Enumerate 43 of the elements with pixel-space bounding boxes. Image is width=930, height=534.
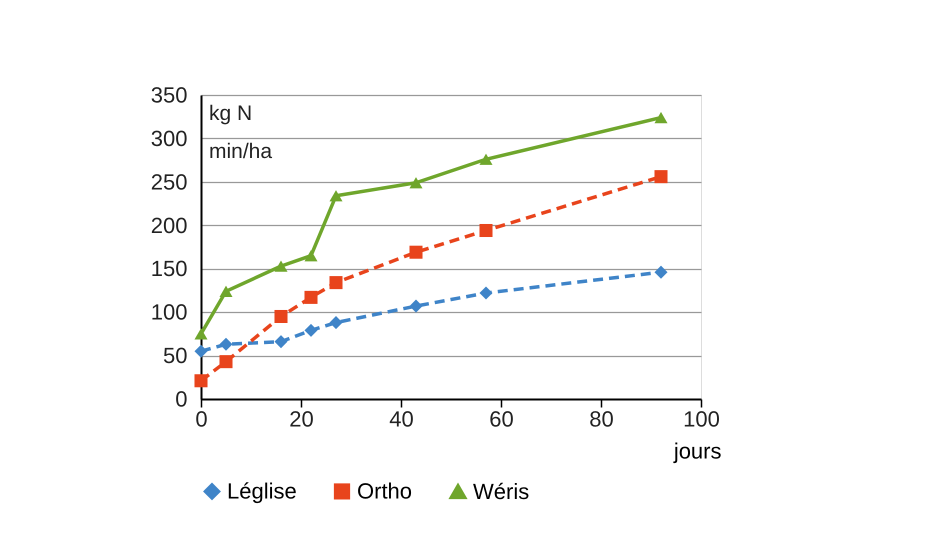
point bbox=[194, 328, 208, 340]
point bbox=[219, 286, 233, 297]
y-tick-label: 0 bbox=[175, 386, 188, 412]
x-axis-title: jours bbox=[672, 438, 722, 464]
x-tick-label: 0 bbox=[195, 406, 208, 432]
x-tick-label: 100 bbox=[683, 406, 720, 432]
point bbox=[329, 276, 343, 290]
x-tick-label: 20 bbox=[289, 406, 314, 432]
point bbox=[654, 112, 668, 124]
point bbox=[194, 374, 208, 388]
y-tick-label: 300 bbox=[150, 126, 188, 151]
point bbox=[304, 290, 318, 304]
point bbox=[219, 338, 233, 351]
point bbox=[304, 250, 318, 262]
point bbox=[479, 286, 493, 300]
legend-label: Léglise bbox=[227, 478, 297, 504]
x-tick-label: 40 bbox=[389, 406, 414, 432]
point bbox=[479, 224, 493, 238]
point bbox=[654, 170, 668, 184]
y-axis-title: kg N min/ha bbox=[209, 102, 272, 163]
x-tick-label: 60 bbox=[489, 406, 514, 432]
legend-label: Wéris bbox=[473, 478, 530, 504]
point bbox=[274, 260, 288, 272]
y-tick-label: 350 bbox=[150, 82, 188, 108]
point bbox=[479, 154, 493, 165]
point bbox=[654, 266, 668, 279]
point bbox=[329, 316, 343, 330]
point bbox=[409, 246, 423, 259]
point bbox=[194, 344, 208, 358]
point bbox=[409, 177, 423, 188]
point bbox=[304, 324, 318, 337]
point bbox=[329, 190, 343, 202]
y-tick-label: 250 bbox=[150, 169, 188, 194]
y-tick-label: 200 bbox=[150, 212, 188, 238]
point bbox=[409, 300, 423, 313]
y-tick-label: 50 bbox=[163, 343, 188, 368]
legend-label: Ortho bbox=[357, 478, 412, 504]
point bbox=[274, 335, 288, 348]
y-tick-label: 150 bbox=[150, 256, 188, 282]
point bbox=[274, 310, 288, 324]
y-tick-label: 100 bbox=[150, 300, 188, 325]
point bbox=[219, 355, 233, 368]
x-tick-label: 80 bbox=[589, 406, 614, 432]
